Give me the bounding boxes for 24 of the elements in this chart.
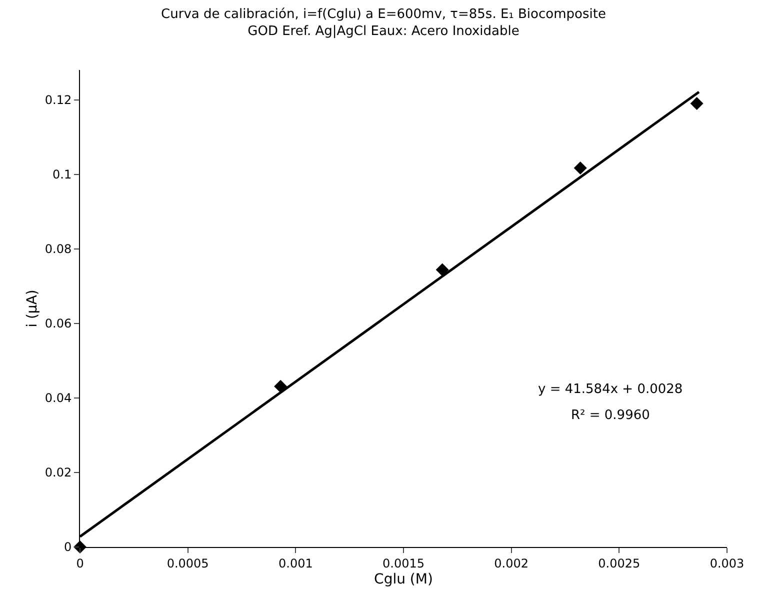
y-tick-label: 0.02 (44, 466, 72, 480)
x-tick-label: 0.0025 (598, 556, 640, 570)
point (436, 263, 449, 276)
annotation: R² = 0.9960 (571, 408, 650, 423)
y-tick-label: 0.1 (52, 168, 72, 182)
y-tick-label: 0.06 (44, 316, 72, 331)
y-tick-label: 0.08 (44, 242, 72, 256)
annotation: y = 41.584x + 0.0028 (538, 382, 683, 397)
x-tick-label: 0.0015 (382, 556, 424, 570)
chart-subtitle: GOD Eref. Ag|AgCl Eaux: Acero Inoxidable (248, 24, 520, 40)
chart-title: Curva de calibración, i=f(Cglu) a E=600mv, τ=85s. E₁ Biocomposite (161, 7, 606, 22)
x-tick-label: 0.0005 (166, 556, 209, 570)
x-tick-label: 0 (76, 556, 84, 570)
point (274, 380, 288, 393)
y-axis-title: i (μA) (24, 290, 40, 328)
point (690, 97, 704, 110)
y-tick-label: 0.04 (44, 391, 72, 406)
point (574, 162, 587, 175)
y-tick-label: 0 (64, 540, 72, 554)
y-tick-label: 0.12 (44, 93, 72, 108)
x-axis-title: Cglu (M) (374, 572, 433, 588)
x-tick-label: 0.003 (710, 556, 744, 570)
x-tick-label: 0.001 (278, 556, 313, 570)
x-tick-label: 0.002 (494, 556, 529, 570)
